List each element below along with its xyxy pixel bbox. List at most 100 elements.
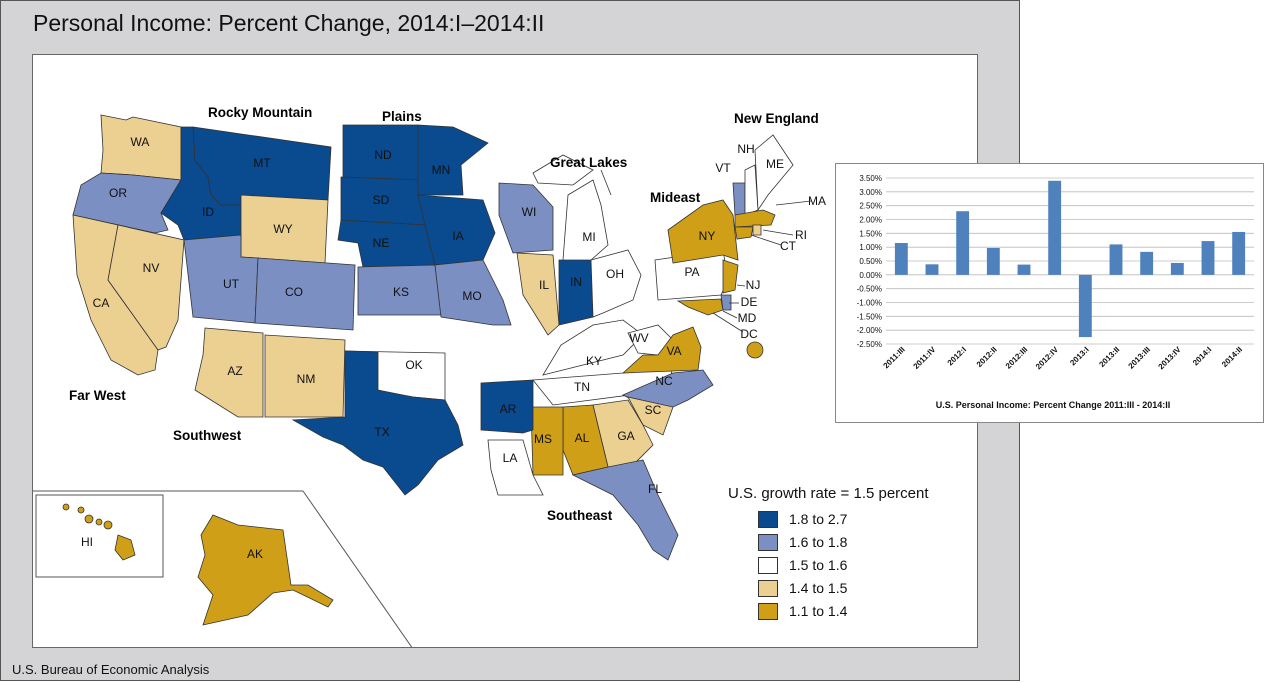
label-wy: WY [273,222,292,236]
source-note: U.S. Bureau of Economic Analysis [12,662,210,677]
label-wi: WI [522,205,537,219]
state-wi[interactable] [498,182,554,254]
state-ct[interactable] [734,226,754,240]
state-sc[interactable] [627,396,674,436]
region-southwest: Southwest [173,428,242,443]
state-co[interactable] [254,257,356,331]
label-nh: NH [737,142,754,156]
label-sd: SD [373,193,390,207]
state-dc[interactable] [746,341,764,359]
state-ms[interactable] [530,406,564,476]
state-ak[interactable] [197,514,334,626]
label-fl: FL [648,482,662,496]
state-vt[interactable] [732,182,746,216]
label-ga: GA [617,429,634,443]
legend-item: 1.6 to 1.8 [758,532,847,552]
state-nj[interactable] [722,259,739,294]
leader-ri [762,229,794,236]
state-il[interactable] [516,252,560,336]
x-tick-label: 2012:II [975,345,999,369]
state-az[interactable] [194,327,264,418]
label-ma: MA [808,194,826,208]
state-md[interactable] [676,298,724,316]
legend-item: 1.4 to 1.5 [758,578,847,598]
state-mi-up[interactable] [532,154,594,186]
bar-chart: -2.50% -2.00% -1.50% -1.00% -0.50% 0.00% 0.50%… [857,174,1254,410]
x-tick-label: 2013:IV [1157,345,1184,372]
label-ut: UT [223,277,240,291]
y-tick-label: -2.00% [857,326,882,335]
x-tick-label: 2012:I [946,345,968,367]
y-tick-label: -1.00% [857,299,882,308]
bar [894,243,908,275]
x-tick-label: 2011:III [882,345,907,370]
state-mn[interactable] [417,124,489,196]
x-tick-label: 2014:I [1191,345,1213,367]
legend-item: 1.8 to 2.7 [758,509,847,529]
state-ky[interactable] [542,319,644,376]
state-hi[interactable] [62,503,136,561]
leader-great-lakes [600,169,612,196]
label-tn: TN [574,380,590,394]
label-md: MD [738,311,757,325]
label-nj: NJ [746,278,761,292]
bar [1170,262,1184,275]
label-wv: WV [629,331,648,345]
state-mo[interactable] [434,259,512,326]
state-ri[interactable] [752,224,762,236]
y-tick-label: 1.50% [859,229,882,238]
bar [986,247,1000,275]
label-in: IN [570,275,582,289]
y-tick-label: -1.50% [857,312,882,321]
y-tick-label: 0.00% [859,271,882,280]
y-tick-label: -2.50% [857,340,882,349]
bar [1232,231,1246,275]
label-al: AL [575,431,590,445]
state-va[interactable] [621,326,702,374]
legend-title: U.S. growth rate = 1.5 percent [728,485,929,502]
label-ia: IA [452,229,463,243]
state-mi[interactable] [562,179,609,261]
region-new-england: New England [734,111,819,126]
label-mo: MO [462,289,481,303]
state-or[interactable] [72,172,182,234]
label-dc: DC [740,327,758,341]
region-mideast: Mideast [650,190,701,205]
legend-item: 1.5 to 1.6 [758,555,847,575]
state-ma[interactable] [734,209,776,228]
leader-dc [712,312,744,333]
label-hi: HI [81,535,93,549]
bar-chart-inset: -2.50% -2.00% -1.50% -1.00% -0.50% 0.00% 0.50%… [835,163,1264,423]
label-tx: TX [374,425,389,439]
legend-label: 1.8 to 2.7 [789,511,848,527]
state-mt[interactable] [192,126,332,206]
label-ar: AR [500,402,517,416]
label-ok: OK [405,358,422,372]
state-ar[interactable] [480,379,534,434]
state-me[interactable] [754,134,794,212]
legend-label: 1.1 to 1.4 [789,603,848,619]
state-oh[interactable] [590,249,642,318]
legend-label: 1.5 to 1.6 [789,557,848,573]
label-sc: SC [645,403,662,417]
legend-label: 1.6 to 1.8 [789,534,848,550]
x-tick-label: 2013:I [1068,345,1090,367]
y-tick-label: 2.00% [859,216,882,225]
bar [1201,241,1215,275]
leader-ma [775,200,812,206]
label-va: VA [666,344,681,358]
state-in[interactable] [558,259,594,326]
state-tx[interactable] [291,350,464,496]
state-la[interactable] [487,439,544,496]
region-southeast: Southeast [547,508,613,523]
label-me: ME [766,157,784,171]
label-nv: NV [143,261,160,275]
legend-item: 1.1 to 1.4 [758,601,847,621]
label-pa: PA [684,265,699,279]
state-ny[interactable] [667,199,739,264]
x-tick-label: 2014:II [1220,345,1244,369]
x-tick-label: 2013:III [1127,345,1153,371]
state-fl[interactable] [571,459,679,561]
region-great-lakes: Great Lakes [550,155,627,170]
legend-label: 1.4 to 1.5 [789,580,848,596]
